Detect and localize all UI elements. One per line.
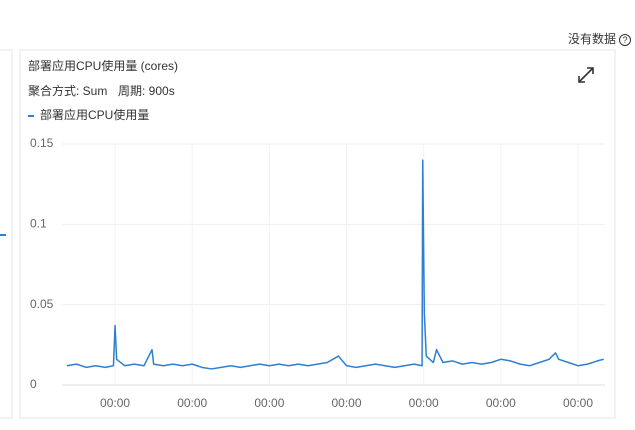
x-tick-label: 00:00	[409, 396, 439, 410]
aggregation: 聚合方式: Sum	[28, 83, 107, 98]
svg-text:?: ?	[622, 35, 627, 45]
y-tick-label: 0.1	[30, 217, 47, 231]
x-tick-label: 00:00	[254, 396, 284, 410]
x-tick-label: 00:00	[177, 396, 207, 410]
x-tick-label: 00:00	[332, 396, 362, 410]
y-tick-label: 0	[30, 377, 37, 391]
no-data-status: 没有数据	[568, 31, 616, 46]
chart-title: 部署应用CPU使用量 (cores)	[28, 58, 178, 73]
x-tick-label: 00:00	[100, 396, 130, 410]
x-tick-label: 00:00	[563, 396, 593, 410]
chart-card	[19, 49, 616, 419]
y-tick-label: 0.05	[30, 297, 54, 311]
period: 周期: 900s	[118, 84, 175, 98]
help-icon[interactable]: ?	[619, 34, 631, 46]
expand-icon[interactable]	[578, 67, 594, 83]
y-tick-label: 0.15	[30, 136, 54, 150]
series-line	[66, 159, 604, 370]
x-tick-label: 00:00	[486, 396, 516, 410]
legend-label: 部署应用CPU使用量	[40, 107, 149, 122]
